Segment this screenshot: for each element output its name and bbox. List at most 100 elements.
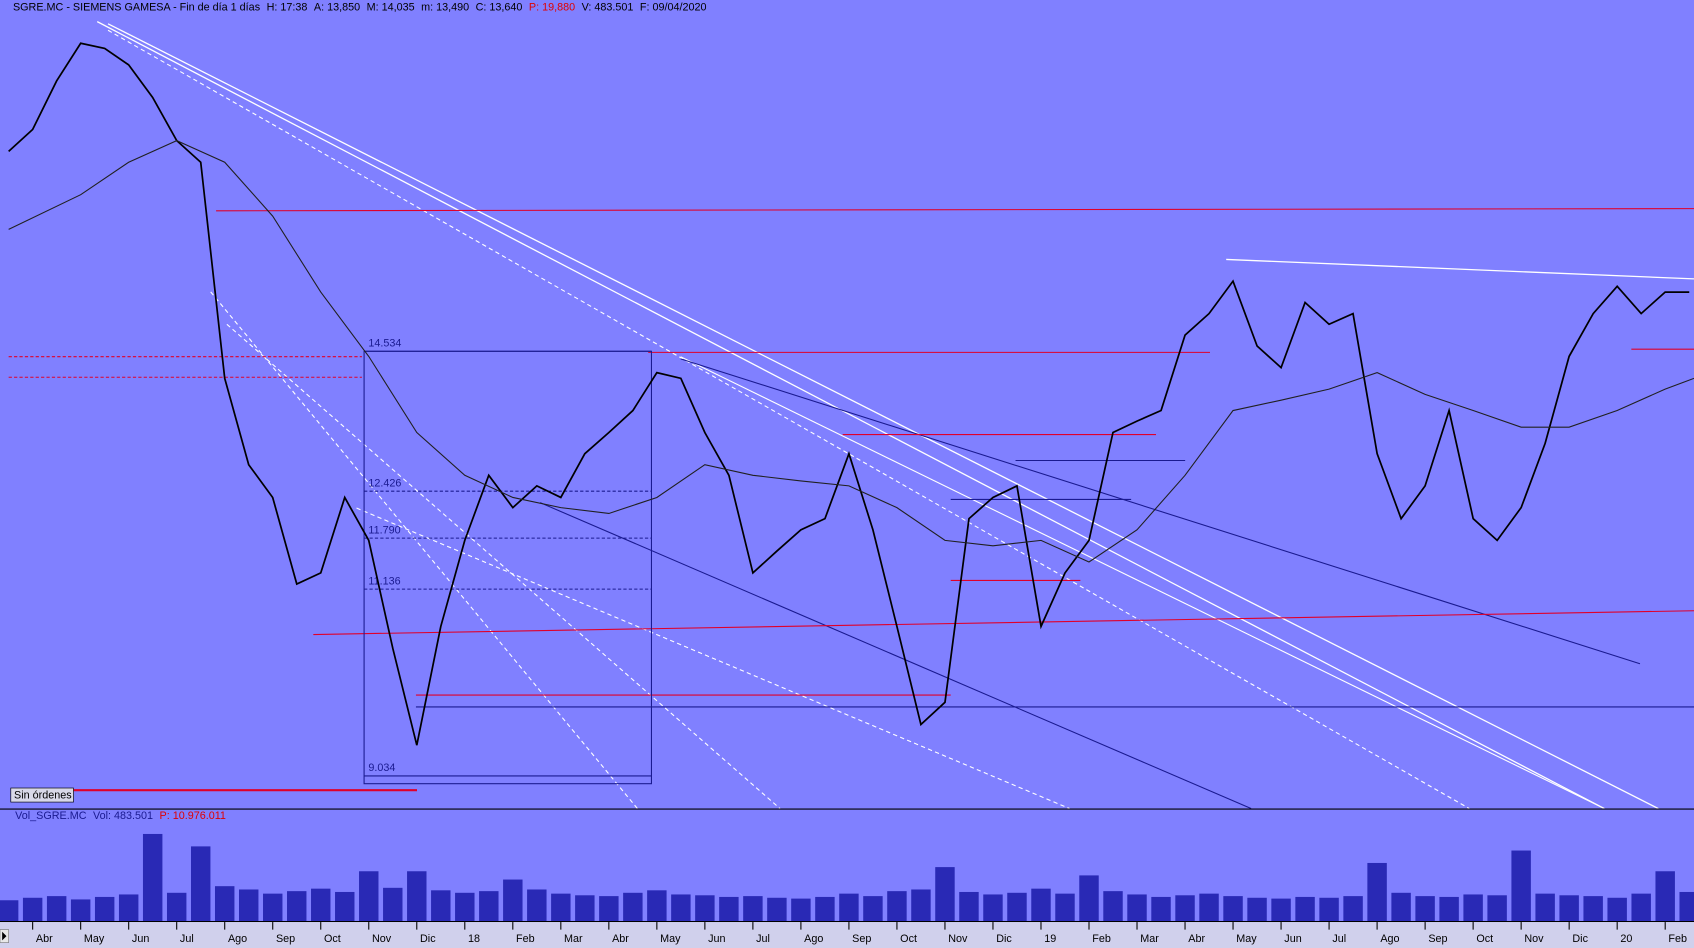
volume-bar — [767, 897, 787, 921]
x-tick-label: Feb — [1092, 933, 1111, 945]
x-tick-label: May — [1236, 933, 1257, 945]
trendline — [226, 323, 781, 809]
volume-bar — [1439, 896, 1459, 921]
x-tick-label: May — [660, 933, 681, 945]
volume-bar — [1055, 893, 1075, 921]
volume-bar — [1199, 893, 1219, 921]
volume-bar — [94, 896, 115, 921]
volume-bar — [791, 898, 811, 921]
header-item: F: 09/04/2020 — [640, 1, 707, 13]
x-tick-label: Mar — [564, 933, 583, 945]
volume-header: Vol_SGRE.MC Vol: 483.501 P: 10.976.011 — [15, 810, 226, 822]
trendline — [107, 23, 1659, 810]
x-tick-label: Ago — [1380, 933, 1399, 945]
volume-bar — [527, 889, 547, 921]
volume-bar — [1631, 893, 1651, 921]
orders-label: Sin órdenes — [14, 789, 72, 801]
volume-bar — [1535, 893, 1555, 921]
header: SGRE.MC - SIEMENS GAMESA - Fin de día 1 … — [13, 1, 707, 13]
level — [313, 610, 1694, 636]
drawings — [8, 21, 1694, 810]
volume-bar — [22, 897, 43, 921]
volume-bar — [1655, 871, 1675, 921]
volume-bar — [1295, 896, 1315, 921]
volume-bar — [1031, 888, 1051, 921]
annotation-label: 12.426 — [368, 478, 401, 490]
x-tick-label: Jun — [1284, 933, 1301, 945]
volume-bar — [1511, 850, 1531, 921]
volume-bar — [1151, 896, 1171, 921]
volume-bar — [142, 833, 163, 921]
volume-bar — [623, 892, 643, 921]
header-text: SGRE.MC - SIEMENS GAMESA - Fin de día 1 … — [13, 1, 707, 13]
volume-bar — [455, 892, 475, 921]
volume-bar — [190, 846, 211, 921]
volume-bar — [407, 871, 427, 921]
trendline — [96, 21, 1605, 810]
header-item: m: 13,490 — [421, 1, 469, 13]
scroll-arrow — [2, 931, 7, 941]
volume-bar — [1679, 891, 1694, 921]
volume-bar — [815, 896, 835, 921]
volume-bar — [1175, 895, 1195, 921]
x-tick-label: 18 — [468, 933, 480, 945]
x-axis-strip — [0, 922, 1694, 948]
volume-bar — [575, 895, 595, 921]
x-tick-label: Ago — [228, 933, 247, 945]
volume-bar — [551, 893, 571, 921]
volume-bar — [0, 900, 19, 921]
volume-bar — [1463, 894, 1483, 921]
volume-bar — [1127, 894, 1147, 921]
volume-bar — [1415, 896, 1435, 921]
x-tick-label: Mar — [1140, 933, 1159, 945]
trendline — [107, 29, 1470, 810]
trendline — [680, 358, 1641, 665]
x-tick-label: Sep — [1428, 933, 1447, 945]
volume-bar — [359, 871, 379, 921]
volume-bar — [46, 896, 67, 921]
price-line — [8, 42, 1690, 746]
volume-bar — [1007, 892, 1027, 921]
x-tick-label: Oct — [324, 933, 341, 945]
level — [216, 208, 1694, 212]
x-tick-label: Jun — [132, 933, 149, 945]
volume-bar — [839, 893, 859, 921]
x-tick-label: Nov — [372, 933, 392, 945]
volume-bar — [503, 879, 523, 921]
volume-bar — [1319, 897, 1339, 921]
volume-bar — [1223, 896, 1243, 921]
x-tick-label: Abr — [612, 933, 629, 945]
x-tick-label: Dic — [996, 933, 1012, 945]
volume-bar — [1583, 896, 1603, 921]
volume-bar — [238, 889, 259, 921]
header-item: C: 13,640 — [476, 1, 523, 13]
x-tick-label: Dic — [1572, 933, 1588, 945]
volume-bar — [671, 894, 691, 921]
x-tick-label: Jul — [180, 933, 194, 945]
volume-bar — [383, 887, 403, 921]
trendline — [356, 507, 1070, 810]
volume-bar — [431, 890, 451, 921]
header-item: SGRE.MC - SIEMENS GAMESA - Fin de día 1 … — [13, 1, 261, 13]
volume-bar — [1247, 897, 1267, 921]
x-tick-label: Sep — [276, 933, 295, 945]
x-tick-label: Ago — [804, 933, 823, 945]
trendline — [1226, 258, 1694, 280]
volume-bar — [1367, 862, 1387, 921]
header-item: A: 13,850 — [314, 1, 360, 13]
volume-header-text: Vol_SGRE.MC Vol: 483.501 P: 10.976.011 — [15, 810, 226, 822]
x-tick-label: Abr — [1188, 933, 1205, 945]
volume-bar — [719, 896, 739, 921]
header-item: H: 17:38 — [267, 1, 308, 13]
trendline — [539, 502, 1252, 810]
volume-bar — [647, 890, 667, 921]
volume-bar — [70, 899, 91, 921]
volume-bar — [311, 888, 331, 921]
x-tick-label: Nov — [948, 933, 968, 945]
header-item: V: 483.501 — [582, 1, 634, 13]
volume-bar — [695, 895, 715, 921]
x-tick-label: Oct — [900, 933, 917, 945]
